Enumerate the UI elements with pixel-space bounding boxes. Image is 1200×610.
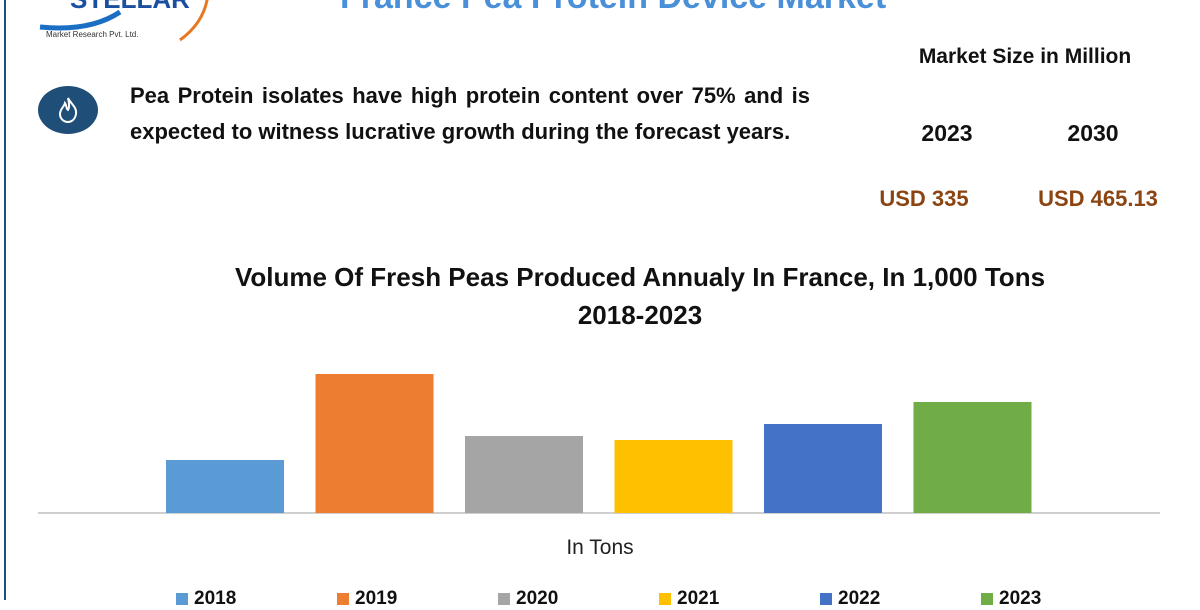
logo-subtitle: Market Research Pvt. Ltd.: [46, 30, 139, 39]
info-text: Pea Protein isolates have high protein c…: [130, 83, 810, 144]
market-size-title: Market Size in Million: [918, 45, 1132, 68]
legend-item-2022: 2022: [820, 588, 880, 610]
legend-swatch: [659, 593, 671, 605]
legend-item-2023: 2023: [981, 588, 1041, 610]
legend-item-2020: 2020: [498, 588, 558, 610]
legend-item-2018: 2018: [176, 588, 236, 610]
stellar-logo: STELLAR: [39, 0, 209, 42]
legend-swatch: [337, 593, 349, 605]
chart-title-main: Volume Of Fresh Peas Produced Annualy In…: [234, 262, 1046, 292]
legend-swatch: [820, 593, 832, 605]
bar-2018: [166, 460, 284, 513]
svg-text:STELLAR: STELLAR: [70, 0, 190, 14]
legend-label: 2020: [516, 588, 559, 609]
legend-item-2021: 2021: [659, 588, 719, 610]
value-2023: USD 335: [879, 186, 969, 211]
legend-swatch: [498, 593, 510, 605]
left-border: [4, 0, 6, 600]
bar-2023: [913, 402, 1032, 513]
page-title: France Pea Protein Device Market: [340, 0, 886, 17]
bar-2022: [764, 424, 882, 513]
chart-subtitle: 2018-2023: [577, 300, 703, 330]
year-2023: 2023: [921, 120, 973, 146]
chart-title: Volume Of Fresh Peas Produced Annualy In…: [100, 258, 1180, 334]
bar-2019: [315, 374, 434, 513]
value-2030: USD 465.13: [1038, 186, 1158, 211]
legend-label: 2019: [355, 588, 398, 609]
bar-2021: [614, 440, 733, 513]
legend-label: 2018: [194, 588, 237, 609]
year-2030: 2030: [1067, 120, 1119, 146]
legend-label: 2022: [838, 588, 881, 609]
flame-icon: [38, 86, 98, 134]
bar-2020: [465, 436, 583, 513]
x-axis-label: In Tons: [566, 536, 634, 559]
legend-label: 2023: [999, 588, 1042, 609]
legend-swatch: [981, 593, 993, 605]
legend-item-2019: 2019: [337, 588, 397, 610]
legend-label: 2021: [677, 588, 720, 609]
legend-swatch: [176, 593, 188, 605]
